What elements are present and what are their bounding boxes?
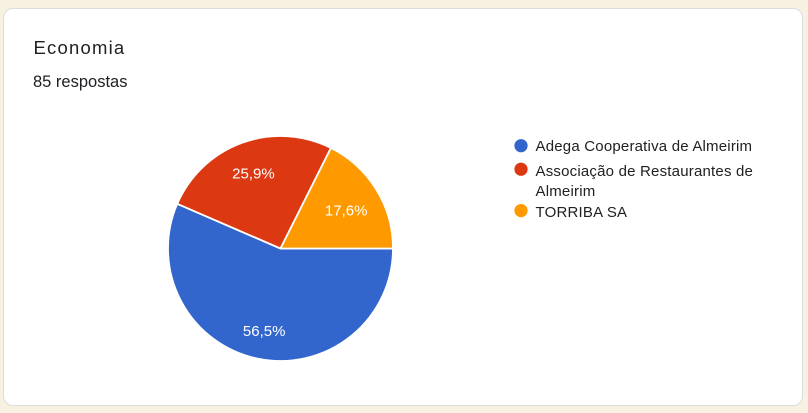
- svg-text:17,6%: 17,6%: [325, 202, 368, 219]
- svg-text:25,9%: 25,9%: [232, 165, 275, 182]
- svg-text:56,5%: 56,5%: [243, 323, 286, 340]
